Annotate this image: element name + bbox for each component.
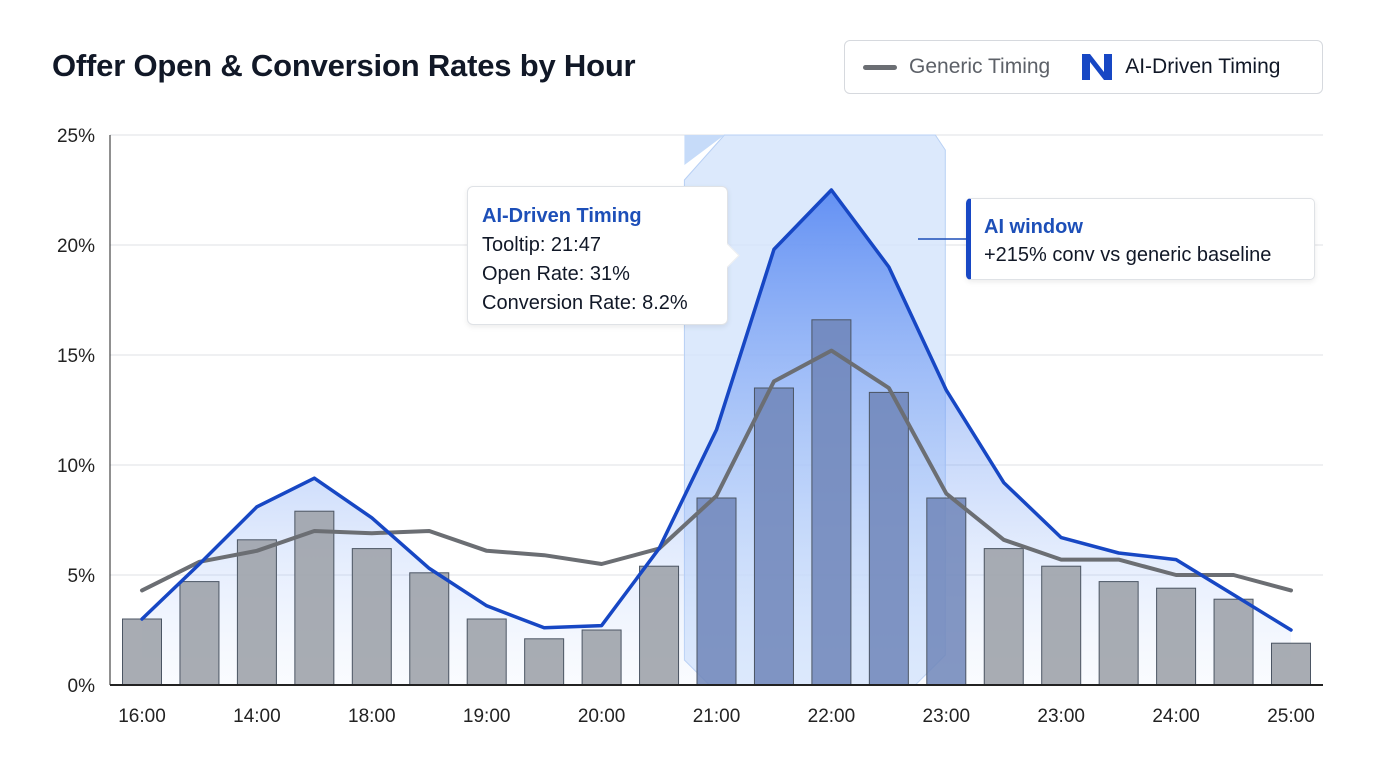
bar (236, 539, 277, 686)
legend-generic-swatch (863, 64, 897, 70)
legend-ai-label: AI-Driven Timing (1125, 55, 1281, 78)
x-tick-label: 20:00 (578, 706, 626, 727)
bar (1098, 581, 1139, 686)
bar (351, 548, 392, 686)
ai-logo-icon (1082, 54, 1113, 80)
bar (1271, 642, 1311, 686)
bar (524, 638, 565, 686)
annotation-title: AI window (984, 216, 1083, 238)
highlight-window-corner (684, 135, 725, 165)
y-tick-label: 5% (68, 566, 96, 587)
x-tick-label: 16:00 (118, 706, 166, 727)
bar (983, 548, 1024, 686)
bar (294, 510, 335, 686)
y-tick-label: 25% (57, 126, 95, 147)
x-tick-label: 14:00 (233, 706, 281, 727)
bar (409, 572, 450, 686)
ai-window-annotation: AI window +215% conv vs generic baseline (966, 198, 1315, 280)
tooltip: AI-Driven Timing Tooltip: 21:47 Open Rat… (467, 186, 728, 325)
bar (1156, 587, 1197, 686)
bar (639, 565, 680, 686)
bar (179, 581, 220, 686)
bar (1041, 565, 1082, 686)
bar (1213, 598, 1254, 686)
x-tick-label: 25:00 (1267, 706, 1315, 727)
x-tick-label: 22:00 (808, 706, 856, 727)
x-tick-label: 23:00 (1037, 706, 1085, 727)
x-tick-label: 21:00 (693, 706, 741, 727)
legend: Generic Timing AI-Driven Timing (844, 40, 1323, 94)
bar (868, 391, 909, 686)
x-tick-label: 24:00 (1152, 706, 1200, 727)
bar (696, 497, 737, 686)
chart-title: Offer Open & Conversion Rates by Hour (52, 48, 636, 83)
tooltip-time: Tooltip: 21:47 (482, 234, 601, 256)
bar (466, 618, 507, 686)
bar (122, 618, 162, 686)
bar (926, 497, 967, 686)
annotation-text: +215% conv vs generic baseline (984, 244, 1272, 266)
bar (753, 387, 794, 686)
tooltip-title: AI-Driven Timing (482, 205, 642, 227)
x-tick-label: 23:00 (923, 706, 971, 727)
x-tick-label: 18:00 (348, 706, 396, 727)
y-tick-label: 20% (57, 236, 95, 257)
tooltip-open-rate: Open Rate: 31% (482, 263, 630, 285)
legend-generic-label: Generic Timing (909, 55, 1051, 78)
x-tick-label: 19:00 (463, 706, 511, 727)
y-tick-label: 15% (57, 346, 95, 367)
bar (811, 319, 852, 686)
tooltip-conversion-rate: Conversion Rate: 8.2% (482, 292, 688, 314)
y-tick-label: 10% (57, 456, 95, 477)
y-tick-label: 0% (68, 676, 96, 697)
bar (581, 629, 622, 686)
